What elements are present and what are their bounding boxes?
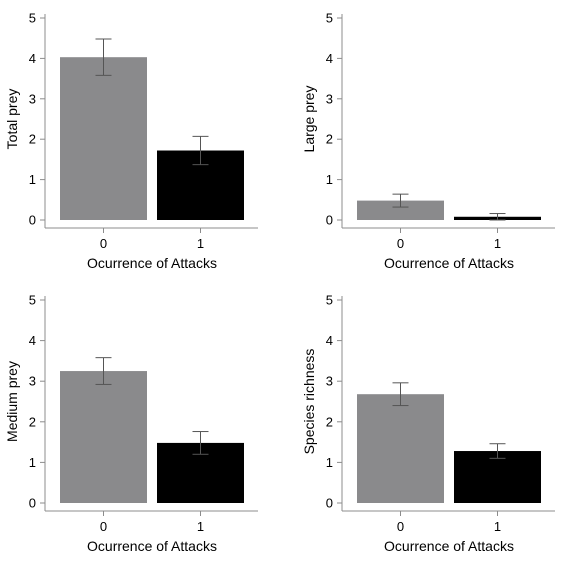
y-tick-label: 4 <box>326 51 333 66</box>
y-tick-label: 5 <box>29 293 36 308</box>
y-tick-label: 2 <box>29 132 36 147</box>
y-tick-label: 5 <box>326 11 333 26</box>
y-tick-label: 0 <box>326 496 333 511</box>
y-axis-title: Medium prey <box>4 361 20 442</box>
x-tick-label: 1 <box>197 519 204 534</box>
x-tick-label: 1 <box>494 236 501 251</box>
y-tick-label: 1 <box>29 455 36 470</box>
x-tick-label: 0 <box>100 236 107 251</box>
x-axis-title: Ocurrence of Attacks <box>384 255 514 271</box>
y-tick-label: 0 <box>29 496 36 511</box>
bar-0 <box>357 394 444 503</box>
y-tick-label: 3 <box>29 91 36 106</box>
x-tick-label: 1 <box>197 236 204 251</box>
y-tick-label: 0 <box>29 213 36 228</box>
bar-0 <box>60 57 147 220</box>
y-tick-label: 1 <box>326 172 333 187</box>
y-tick-label: 2 <box>29 414 36 429</box>
y-tick-label: 5 <box>326 293 333 308</box>
y-tick-label: 1 <box>29 172 36 187</box>
chart-panel-4: 0 1 2 3 4 5 0 1 Ocurrence of Attacks Species rich… <box>301 293 555 554</box>
x-axis-title: Ocurrence of Attacks <box>384 538 514 554</box>
y-tick-label: 4 <box>29 333 36 348</box>
y-tick-label: 3 <box>326 91 333 106</box>
y-tick-label: 2 <box>326 414 333 429</box>
y-axis-title: Species richness <box>301 349 317 455</box>
x-axis-title: Ocurrence of Attacks <box>87 538 217 554</box>
x-tick-label: 0 <box>100 519 107 534</box>
y-tick-label: 4 <box>29 51 36 66</box>
y-tick-label: 0 <box>326 213 333 228</box>
y-tick-label: 3 <box>326 374 333 389</box>
y-tick-label: 5 <box>29 11 36 26</box>
y-tick-label: 3 <box>29 374 36 389</box>
y-tick-label: 2 <box>326 132 333 147</box>
y-tick-label: 1 <box>326 455 333 470</box>
bar-0 <box>357 200 444 220</box>
x-tick-label: 1 <box>494 519 501 534</box>
x-tick-label: 0 <box>397 519 404 534</box>
y-axis-title: Large prey <box>301 86 317 153</box>
y-tick-label: 4 <box>326 333 333 348</box>
x-tick-label: 0 <box>397 236 404 251</box>
chart-panel-1: 0 1 2 3 4 5 0 1 Ocurrence of Attacks Total prey <box>4 11 258 271</box>
bar-1 <box>454 451 541 503</box>
chart-panel-2: 0 1 2 3 4 5 0 1 Ocurrence of Attacks Large prey <box>301 11 555 271</box>
bar-0 <box>60 371 147 503</box>
x-axis-title: Ocurrence of Attacks <box>87 255 217 271</box>
chart-panel-3: 0 1 2 3 4 5 0 1 Ocurrence of Attacks Medium prey <box>4 293 258 554</box>
y-axis-title: Total prey <box>4 89 20 150</box>
